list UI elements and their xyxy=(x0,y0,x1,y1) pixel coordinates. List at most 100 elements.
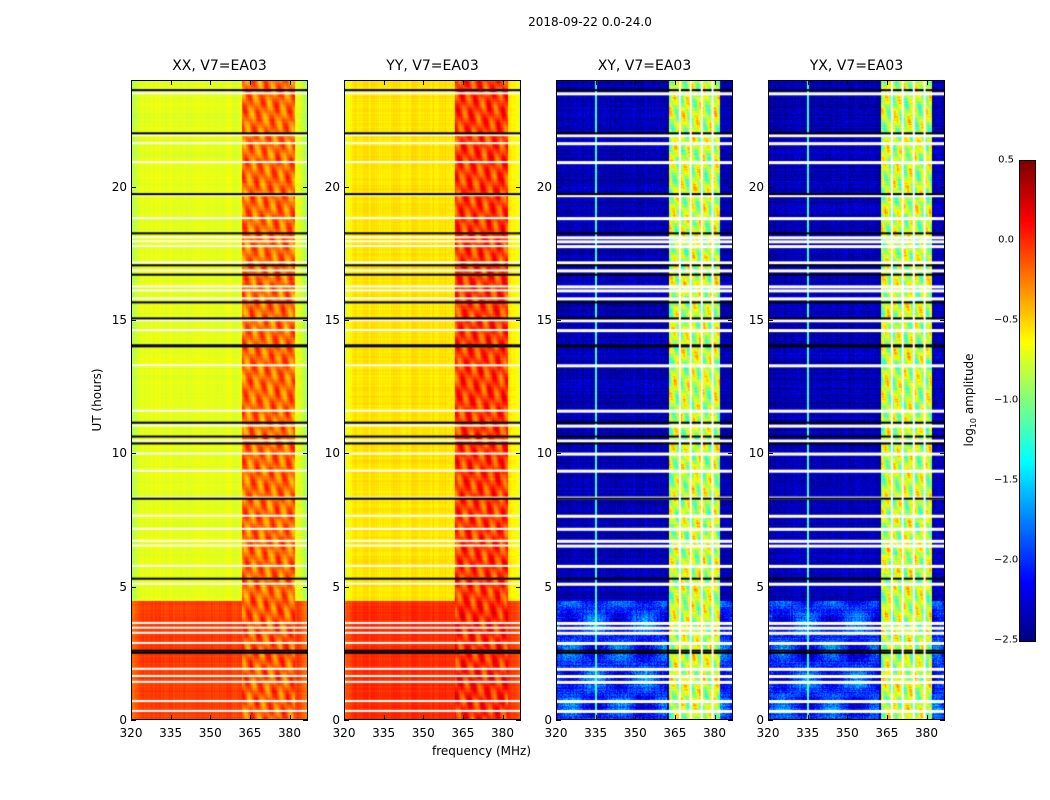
axes-frame xyxy=(768,80,945,720)
x-tick xyxy=(886,715,888,720)
x-tick xyxy=(423,80,425,85)
y-tick xyxy=(131,586,136,588)
y-tick xyxy=(728,586,733,588)
x-tick xyxy=(462,715,464,720)
y-tick-label: 15 xyxy=(748,313,764,327)
y-tick-label: 10 xyxy=(536,446,552,461)
colorbar-tick-label: 0.5 xyxy=(998,154,1014,166)
x-tick xyxy=(595,80,597,85)
y-tick xyxy=(516,453,521,455)
y-tick-label: 10 xyxy=(748,446,764,461)
y-tick xyxy=(516,186,521,188)
y-tick xyxy=(516,320,521,321)
x-tick xyxy=(344,715,345,720)
colorbar-label: log10 amplitude xyxy=(961,353,979,447)
x-tick xyxy=(768,715,769,720)
x-tick-label: 350 xyxy=(411,726,435,740)
panel-3: YX, V7=EA03 320 335 350 365 380 0 5 10 15 20 xyxy=(749,58,945,740)
x-tick xyxy=(595,715,597,720)
colorbar xyxy=(1019,160,1036,642)
x-tick xyxy=(926,80,928,85)
y-tick xyxy=(344,186,349,188)
y-tick xyxy=(768,586,773,588)
y-tick xyxy=(131,320,136,321)
y-tick xyxy=(556,186,561,188)
y-tick-label: 0 xyxy=(756,713,764,727)
y-tick xyxy=(344,320,349,321)
y-tick xyxy=(131,720,136,721)
y-tick-label: 20 xyxy=(324,179,340,194)
x-tick-label: 335 xyxy=(584,726,608,740)
x-tick xyxy=(926,715,928,720)
x-tick-label: 335 xyxy=(372,726,396,740)
y-tick xyxy=(131,453,136,455)
x-tick xyxy=(210,715,212,720)
x-tick xyxy=(807,80,809,85)
x-tick-label: 335 xyxy=(796,726,820,740)
x-tick xyxy=(289,80,291,85)
colorbar-tick-label: −1.5 xyxy=(994,474,1019,486)
x-tick-label: 365 xyxy=(451,726,475,740)
x-tick-label: 320 xyxy=(756,726,780,740)
colorbar-tick-label: −1.0 xyxy=(994,394,1019,406)
y-tick xyxy=(768,320,773,321)
x-tick xyxy=(131,80,132,85)
x-tick xyxy=(714,80,716,85)
y-tick xyxy=(344,586,349,588)
x-tick xyxy=(886,80,888,85)
x-tick xyxy=(462,80,464,85)
panel-title: XX, V7=EA03 xyxy=(172,58,267,74)
x-tick xyxy=(383,80,385,85)
y-tick xyxy=(303,453,308,455)
y-tick xyxy=(303,320,308,321)
axes-frame xyxy=(344,80,521,720)
heatmap-1 xyxy=(344,80,521,720)
x-tick xyxy=(344,80,345,85)
panel-title: XY, V7=EA03 xyxy=(597,58,692,74)
y-tick xyxy=(728,320,733,321)
x-tick-label: 380 xyxy=(491,726,514,740)
x-axis-label: frequency (MHz) xyxy=(432,744,532,758)
x-tick xyxy=(131,715,132,720)
colorbar-tick-label: −2.5 xyxy=(994,634,1019,646)
x-tick xyxy=(847,715,849,720)
heatmap-2 xyxy=(556,80,733,720)
y-tick xyxy=(556,320,561,321)
x-tick xyxy=(807,715,809,720)
y-tick-label: 20 xyxy=(536,179,552,194)
x-tick-label: 365 xyxy=(238,726,262,740)
y-tick-label: 5 xyxy=(119,579,127,594)
y-tick-label: 5 xyxy=(544,579,552,594)
axes-frame xyxy=(131,80,308,720)
y-tick xyxy=(728,453,733,455)
y-tick-label: 20 xyxy=(111,179,127,194)
x-tick-label: 350 xyxy=(198,726,222,740)
y-tick-label: 15 xyxy=(324,313,340,327)
y-tick-label: 5 xyxy=(332,579,340,594)
x-tick xyxy=(635,715,637,720)
x-tick xyxy=(847,80,849,85)
colorbar-tick-label: −2.0 xyxy=(994,554,1019,566)
x-tick xyxy=(768,80,769,85)
x-tick xyxy=(249,715,251,720)
y-tick xyxy=(728,720,733,721)
y-tick xyxy=(516,720,521,721)
y-tick xyxy=(303,586,308,588)
x-tick xyxy=(674,715,676,720)
x-tick xyxy=(556,80,557,85)
x-tick-label: 335 xyxy=(159,726,183,740)
x-tick-label: 380 xyxy=(278,726,301,740)
x-tick xyxy=(502,715,504,720)
x-tick xyxy=(423,715,425,720)
y-tick xyxy=(556,453,561,455)
axes-frame xyxy=(556,80,733,720)
y-tick-label: 10 xyxy=(111,446,127,461)
x-tick-label: 380 xyxy=(915,726,938,740)
x-tick-label: 320 xyxy=(544,726,568,740)
x-tick xyxy=(714,715,716,720)
y-axis-label: UT (hours) xyxy=(90,368,104,432)
y-tick xyxy=(940,720,945,721)
x-tick-label: 380 xyxy=(703,726,726,740)
y-tick-label: 20 xyxy=(748,179,764,194)
x-tick xyxy=(502,80,504,85)
